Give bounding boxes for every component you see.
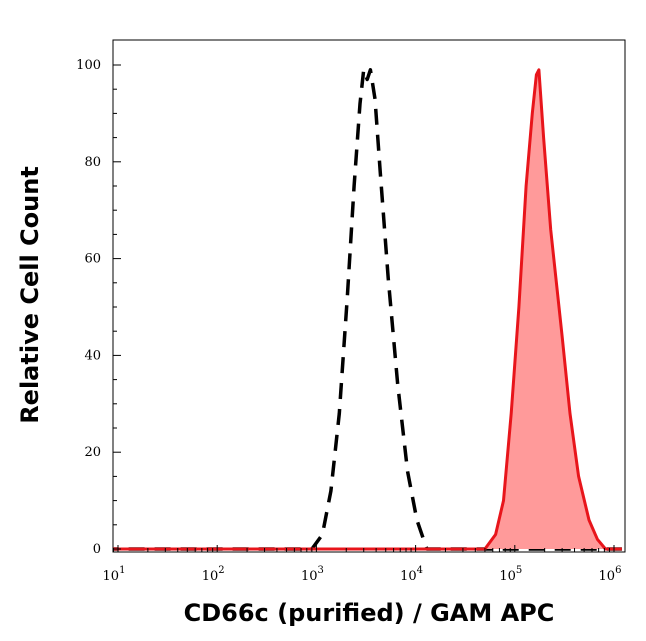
y-tick-label: 100 — [76, 58, 101, 73]
x-tick-label: 106 — [599, 565, 622, 584]
x-axis-title: CD66c (purified) / GAM APC — [184, 599, 555, 627]
y-axis-title: Relative Cell Count — [16, 166, 44, 424]
y-tick-label: 20 — [84, 445, 101, 460]
x-tick-label: 102 — [202, 565, 225, 584]
x-tick-label: 103 — [301, 565, 324, 584]
series-2-line — [113, 68, 622, 551]
y-tick-label: 40 — [84, 348, 101, 363]
x-tick-label: 101 — [103, 565, 126, 584]
axis-layer: 101 102 103 104 105 106 0 20 40 60 80 100 — [76, 58, 621, 584]
x-tick-label: 104 — [400, 565, 423, 584]
x-tick-label: 105 — [499, 565, 522, 584]
y-tick-label: 60 — [84, 252, 101, 267]
y-tick-label: 0 — [93, 542, 101, 557]
y-tick-label: 80 — [84, 155, 101, 170]
series-layer — [113, 68, 622, 551]
series-1-line — [113, 68, 622, 551]
